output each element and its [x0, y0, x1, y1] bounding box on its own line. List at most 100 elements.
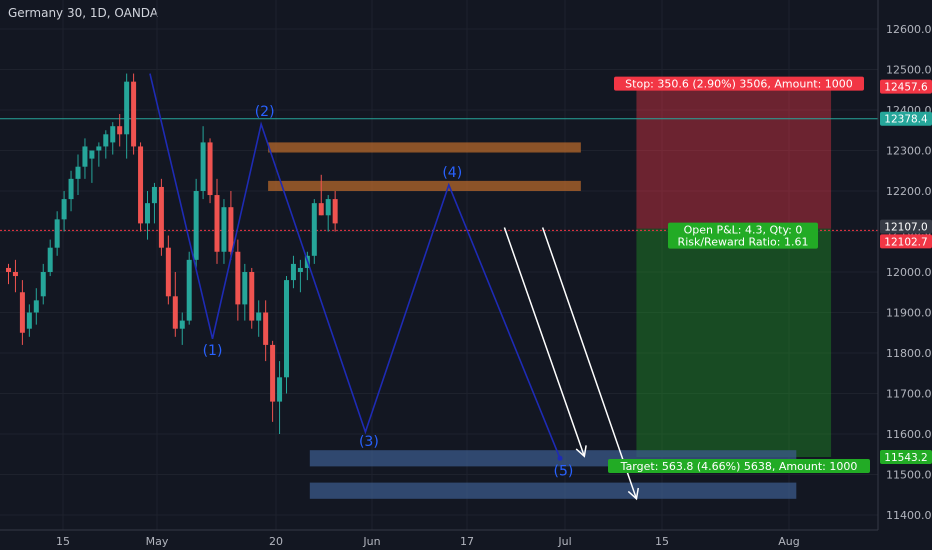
stop-label: Stop: 350.6 (2.90%) 3506, Amount: 1000: [625, 78, 853, 91]
candle: [207, 142, 213, 196]
blue-zone-lower: [309, 482, 797, 499]
wave-label-5: (5): [554, 464, 574, 480]
candle: [165, 247, 171, 297]
candle: [110, 126, 116, 143]
candle: [40, 272, 46, 297]
x-tick-label: 17: [460, 535, 474, 548]
candle: [103, 134, 109, 147]
candle: [214, 195, 220, 252]
orange-zone-lower: [268, 180, 581, 191]
y-tick-label: 12300.0: [886, 145, 932, 158]
candle: [54, 219, 60, 248]
candle: [242, 272, 248, 305]
candle: [6, 267, 11, 272]
price-label: 12457.6: [884, 82, 928, 94]
candle: [89, 150, 95, 159]
candle: [318, 203, 324, 216]
x-tick-label: Aug: [778, 535, 799, 548]
price-label-bg: [880, 219, 932, 234]
x-tick-label: 15: [655, 535, 669, 548]
candle: [200, 142, 206, 191]
wave-label-4: (4): [442, 165, 462, 181]
wave-label-3: (3): [359, 434, 379, 450]
x-tick-label: Jun: [362, 535, 380, 548]
target-zone: [636, 228, 832, 458]
target-label-bg: [608, 459, 870, 474]
candle: [124, 81, 130, 135]
x-tick-label: Jul: [557, 535, 571, 548]
x-tick-label: 20: [269, 535, 283, 548]
candle: [249, 272, 255, 321]
candle: [186, 259, 192, 321]
candle: [12, 272, 18, 277]
candle: [68, 178, 74, 200]
rr-label: Risk/Reward Ratio: 1.61: [678, 236, 809, 249]
candle: [145, 203, 150, 224]
pl-label-bg: [668, 222, 818, 249]
candle: [47, 247, 53, 272]
candle: [75, 166, 81, 179]
x-axis-bg: [0, 530, 932, 550]
candle: [61, 199, 67, 220]
y-tick-label: 11800.0: [886, 347, 932, 360]
y-tick-label: 12500.0: [886, 64, 932, 77]
candle: [179, 320, 185, 329]
candle: [221, 207, 227, 252]
wave-label-2: (2): [255, 104, 275, 120]
candle: [131, 81, 137, 147]
candle: [290, 263, 296, 281]
candle: [297, 267, 303, 272]
candle: [19, 292, 25, 333]
candle: [235, 251, 241, 305]
candle: [26, 312, 32, 329]
y-tick-label: 12200.0: [886, 185, 932, 198]
wave-label-1: (1): [203, 343, 223, 359]
candle: [332, 199, 338, 224]
price-label: 11543.2: [884, 452, 927, 464]
y-tick-label: 11500.0: [886, 469, 932, 482]
candle: [256, 312, 262, 321]
candle: [117, 126, 123, 135]
price-label: 12378.4: [884, 114, 928, 126]
arrow-line-2: [541, 227, 638, 500]
candle: [228, 207, 234, 252]
price-label: 12102.7: [884, 236, 927, 248]
arrow-head-1: [575, 445, 587, 458]
y-tick-label: 11900.0: [886, 307, 932, 320]
candle: [172, 296, 178, 329]
elliott-wave: [149, 73, 561, 459]
y-tick-label: 11400.0: [886, 509, 932, 522]
x-tick-label: May: [146, 535, 169, 548]
candle: [325, 199, 331, 216]
target-label: Target: 563.8 (4.66%) 5638, Amount: 1000: [620, 460, 858, 473]
candle: [33, 300, 39, 313]
y-tick-label: 12000.0: [886, 266, 932, 279]
stop-zone: [636, 86, 832, 229]
price-label-bg: [880, 79, 932, 94]
candle: [284, 280, 289, 378]
candle: [82, 146, 88, 167]
price-label-bg: [880, 111, 932, 126]
candle: [151, 186, 157, 204]
candle: [138, 146, 144, 224]
y-tick-label: 11600.0: [886, 428, 932, 441]
price-label-bg: [880, 234, 932, 249]
y-tick-label: 11700.0: [886, 388, 932, 401]
y-tick-label: 12600.0: [886, 23, 932, 36]
stop-label-bg: [614, 76, 864, 91]
candle: [311, 203, 317, 256]
candle: [277, 377, 283, 402]
chart-title: Germany 30, 1D, OANDA: [8, 6, 159, 20]
candle: [158, 186, 164, 248]
pl-label: Open P&L: 4.3, Qty: 0: [684, 224, 803, 237]
x-tick-label: 15: [56, 535, 70, 548]
candle: [263, 312, 269, 345]
orange-zone-upper: [268, 142, 581, 153]
arrow-line-1: [503, 227, 586, 457]
candle: [193, 191, 199, 260]
candle: [96, 146, 102, 151]
price-label-bg: [880, 450, 932, 465]
price-label: 12107.0: [884, 222, 927, 234]
wave-end-dot: [557, 455, 563, 461]
